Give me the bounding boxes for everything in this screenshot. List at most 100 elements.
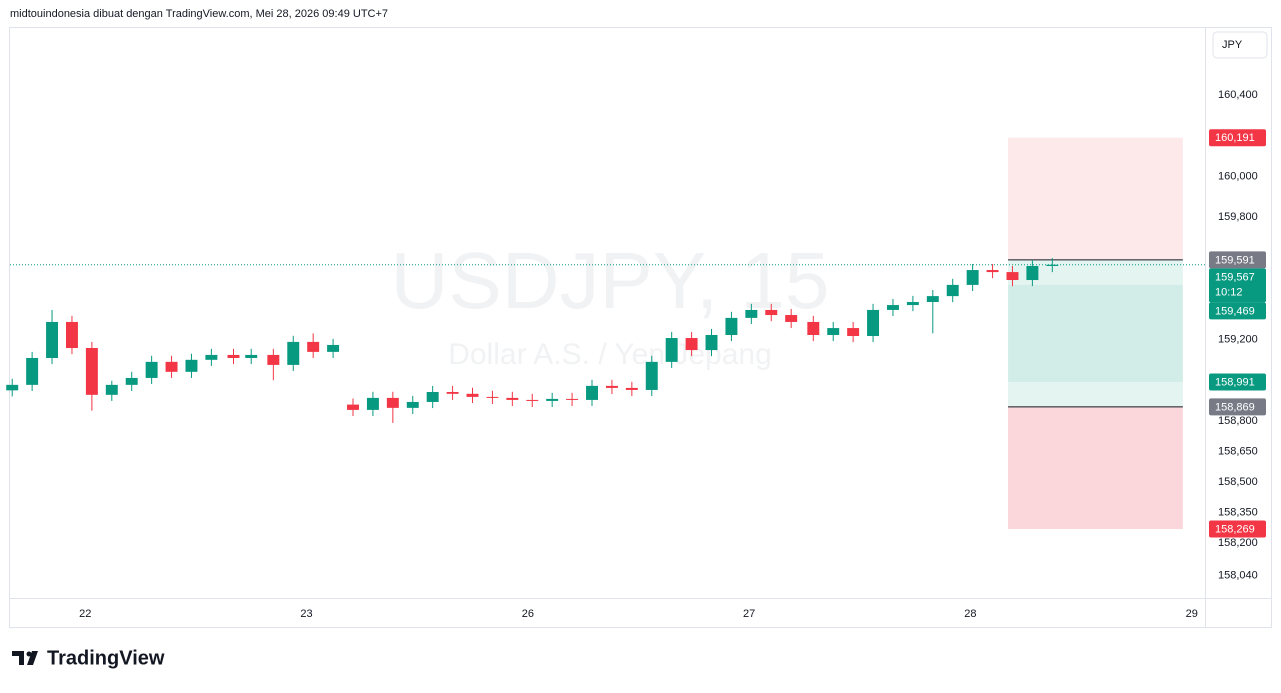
price-label-box [1209,251,1266,269]
candle-body [227,354,240,358]
logo-icon [12,651,38,665]
logo-text: TradingView [47,647,165,669]
candle-body [506,397,519,400]
chart-frame [9,27,1272,628]
y-tick-label: 158,500 [1218,476,1258,488]
candle-body [827,328,840,335]
y-tick-label: 160,400 [1218,89,1258,101]
candle-body [125,377,138,385]
x-tick-label: 27 [743,608,755,620]
candle-body [807,321,820,335]
candle-body [526,399,539,401]
candle-body [466,393,479,397]
candle-body [705,334,718,351]
candle-body [386,397,399,408]
y-tick-label: 160,000 [1218,171,1258,183]
candle-body [1026,265,1039,281]
position-zone [1008,137,1183,260]
candle-body [446,391,459,394]
candle-body [65,321,78,349]
candle-body [165,361,178,372]
candle-body [327,344,340,352]
candle-body [486,396,499,398]
candle-body [366,397,379,410]
countdown-label: 10:12 [1215,286,1243,298]
candle-body [605,385,618,388]
price-label: 159,469 [1215,305,1255,317]
price-label: 158,269 [1215,523,1255,535]
y-tick-label: 159,200 [1218,333,1258,345]
candle-body [85,348,98,395]
candle-body [267,354,280,365]
candle-body [26,357,39,385]
candle-body [185,359,198,372]
candle-body [625,387,638,390]
candle-body [665,338,678,362]
candle-body [765,309,778,316]
x-tick-label: 29 [1186,608,1198,620]
candle-body [946,284,959,297]
candle-body [986,270,999,273]
y-tick-label: 158,200 [1218,537,1258,549]
candle-body [406,401,419,408]
symbol-watermark: USDJPY, 15 [391,236,830,325]
candle-body [566,398,579,400]
candle-body [46,321,59,358]
candle-body [586,385,598,400]
candle-body [1006,272,1019,281]
price-label-box [1209,129,1266,147]
price-label-box [1209,398,1266,416]
x-tick-label: 22 [79,608,91,620]
candle-body [307,341,320,352]
price-label: 158,991 [1215,376,1255,388]
candle-body [785,315,798,322]
y-tick-label: 158,040 [1218,570,1258,582]
candle-body [105,384,118,395]
candle-body [867,309,880,337]
candle-body [287,341,300,365]
candle-body [926,296,939,303]
y-tick-label: 158,800 [1218,415,1258,427]
logo: TradingView [12,647,165,669]
y-tick-label: 158,350 [1218,506,1258,518]
candle-body [745,309,758,318]
candle-body [847,328,860,337]
candle-body [546,398,559,401]
price-label-box [1209,520,1266,538]
candle-body [205,354,218,360]
position-zone [1008,382,1183,407]
candle-body [245,354,258,358]
header: midtouindonesia dibuat dengan TradingVie… [10,8,388,20]
description-watermark: Dollar A.S. / Yen Jepang [448,338,772,371]
y-tick-label: 158,650 [1218,445,1258,457]
candle-body [347,404,359,410]
x-tick-label: 26 [522,608,534,620]
candle-body [1046,264,1059,266]
x-tick-label: 28 [964,608,976,620]
candle-body [966,270,979,285]
candle-body [426,391,439,402]
candle-body [886,305,899,310]
price-label-box [1209,373,1266,391]
price-label: 160,191 [1215,132,1255,144]
x-tick-label: 23 [300,608,312,620]
position-zone [1008,284,1183,383]
currency-label[interactable]: JPY [1222,39,1243,51]
candle-body [145,361,158,378]
candle-body [6,384,19,391]
currency-button[interactable] [1212,31,1268,59]
price-label: 159,591 [1215,254,1255,266]
price-label-box [1209,268,1266,303]
price-label: 158,869 [1215,401,1255,413]
candle-body [685,338,698,351]
candle-body [725,317,738,335]
watermark: USDJPY, 15 Dollar A.S. / Yen Jepang [391,236,830,371]
candle-body [645,361,658,390]
candle-body [906,302,919,306]
logo-dot [26,651,32,657]
y-tick-label: 159,800 [1218,211,1258,223]
position-zone [1008,406,1183,529]
price-label-box [1209,302,1266,320]
last-price-label: 159,567 [1215,271,1255,283]
